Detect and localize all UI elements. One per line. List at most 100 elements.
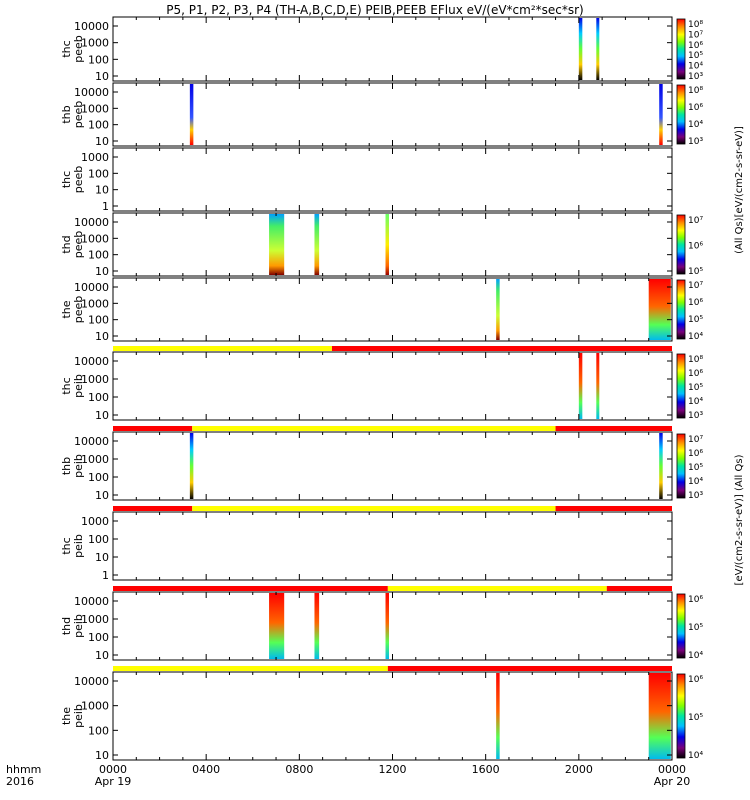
panel-ylabel: the [60,300,73,318]
panel-9: 10000 1000 100 10 thd peib 10⁶ 10⁵ 10⁴ [60,591,703,671]
year-label: 2016 [6,775,34,788]
y-tick-label: 1000 [81,700,109,713]
quality-flag-segment [192,506,556,511]
y-tick-label: 1000 [81,373,109,386]
y-tick-label: 1000 [81,151,109,164]
colorbar [676,84,686,145]
y-tick-label: 10000 [74,20,109,33]
panel-ylabel: peib [72,454,85,478]
y-tick-label: 10 [95,184,109,197]
colorbar-tick-label: 10⁵ [688,383,703,393]
colorbar-tick-label: 10³ [688,137,703,147]
quality-flag-segment [113,346,332,351]
panel-frame [112,591,673,661]
panel-frame [112,351,673,421]
quality-flag-segment [387,666,672,671]
colorbar-tick-label: 10⁴ [688,397,703,407]
panel-ylabel: thc [60,537,73,554]
colorbar-label-peib: [eV/(cm2-s-sr-eV)] (All Qs) [734,454,745,585]
x-tick-label: 0800 [285,763,313,776]
y-tick-label: 10 [95,551,109,564]
spectrogram-burst [189,84,194,145]
colorbar [676,214,686,275]
y-tick-label: 100 [88,631,109,644]
y-tick-label: 100 [88,391,109,404]
y-tick-label: 10 [95,265,109,278]
y-tick-label: 10000 [74,281,109,294]
spectrogram-burst [314,593,320,659]
panel-3: 1000 100 10 1 thc peeb [60,147,673,213]
date-label-end: Apr 20 [654,775,691,788]
spectrogram-burst [314,214,320,275]
y-tick-label: 100 [88,249,109,262]
colorbar [676,279,686,340]
y-tick-label: 100 [88,533,109,546]
colorbar-tick-label: 10⁸ [688,20,703,30]
y-tick-label: 10 [95,330,109,343]
colorbar-tick-label: 10⁶ [688,298,703,308]
y-tick-label: 1000 [81,613,109,626]
colorbar-tick-label: 10⁷ [688,30,703,40]
colorbar-tick-label: 10⁵ [688,463,703,473]
x-tick-label: 1600 [472,763,500,776]
colorbar-tick-label: 10⁶ [688,675,703,685]
x-tick-label: 1200 [379,763,407,776]
x-tick-label: 0000 [99,763,127,776]
colorbar-tick-label: 10³ [688,411,703,421]
spectrogram-burst [496,279,500,340]
y-tick-label: 100 [88,167,109,180]
colorbar-tick-label: 10³ [688,491,703,501]
panel-2: 10000 1000 100 10 thb peeb 10⁸ 10⁶ 10⁴ 10³ [60,82,703,148]
colorbar-tick-label: 10⁴ [688,477,703,487]
y-tick-label: 10000 [74,355,109,368]
panel-frame [112,511,673,581]
spectrogram-burst [269,593,285,659]
y-tick-label: 10000 [74,595,109,608]
colorbar-tick-label: 10⁸ [688,355,703,365]
panel-4: 10000 1000 100 10 thd peeb 10⁷ 10⁶ 10⁵ [60,212,703,278]
colorbar [676,593,686,659]
spectrogram-burst [596,353,600,419]
panel-frame [112,431,673,501]
y-tick-label: 1000 [81,297,109,310]
spectrogram-burst [578,18,583,80]
date-label-start: Apr 19 [95,775,132,788]
y-tick-label: 10 [95,70,109,83]
spectrogram-burst [648,673,671,759]
colorbar-tick-label: 10⁴ [688,751,703,761]
colorbar-tick-label: 10⁵ [688,623,703,633]
y-tick-label: 10000 [74,216,109,229]
panel-ylabel: thd [60,617,73,635]
spectrogram-burst [385,593,390,659]
colorbar-tick-label: 10⁷ [688,216,703,226]
colorbar-tick-label: 10⁶ [688,103,703,113]
colorbar [676,433,686,499]
y-tick-label: 10000 [74,435,109,448]
colorbar-tick-label: 10⁵ [688,267,703,277]
colorbar-tick-label: 10⁷ [688,435,703,445]
panel-7: 10000 1000 100 10 thb peib 10⁷ 10⁶ 10⁵ 10⁴ 10³ [60,431,703,511]
panel-ylabel: peib [72,704,85,728]
colorbar-tick-label: 10⁵ [688,713,703,723]
panel-frame [112,277,673,342]
spectrogram-burst [578,353,583,419]
panel-frame [112,212,673,277]
colorbar-tick-label: 10⁶ [688,595,703,605]
quality-flag-segment [555,426,672,431]
spectrogram-burst [269,214,285,275]
panel-8: 1000 100 10 1 thc peib [60,511,673,591]
panel-frame [112,671,673,761]
quality-flag-segment [192,426,556,431]
panel-ylabel: peeb [72,166,85,194]
panel-6: 10000 1000 100 10 thc peib 10⁸ 10⁶ 10⁵ 10⁴ 10³ [60,351,703,431]
y-tick-label: 10 [95,409,109,422]
quality-flag-segment [113,586,388,591]
y-tick-label: 10000 [74,675,109,688]
colorbar-tick-label: 10⁴ [688,332,703,342]
panel-ylabel: peib [72,614,85,638]
time-axis-unit-label: hhmm [6,763,41,776]
x-tick-label: 2000 [565,763,593,776]
panel-ylabel: peeb [72,231,85,259]
